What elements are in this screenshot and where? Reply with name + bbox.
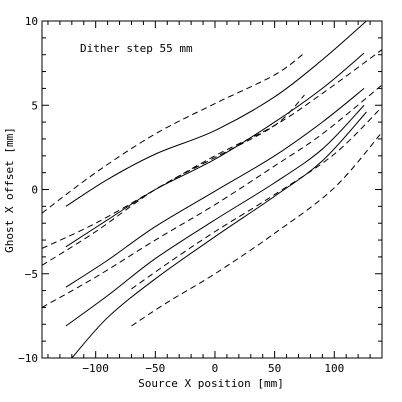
solid-series-line-1 — [65, 104, 365, 327]
dashed-series-line-6 — [42, 84, 382, 308]
y-tick-label: −10 — [18, 352, 38, 365]
dashed-series-line-8 — [42, 94, 305, 266]
dashed-series-line-10 — [131, 131, 382, 327]
y-tick-label: 10 — [25, 15, 38, 28]
solid-series-line-4 — [65, 21, 367, 207]
x-axis-label: Source X position [mm] — [138, 377, 284, 390]
y-tick-label: −5 — [25, 268, 38, 281]
annotation-dither-step: Dither step 55 mm — [80, 42, 193, 55]
y-axis-label: Ghost X offset [mm] — [3, 127, 16, 253]
x-tick-label: 100 — [324, 362, 344, 375]
plot-frame — [41, 20, 383, 359]
dashed-series-line-5 — [42, 49, 382, 249]
y-tick-label: 0 — [31, 184, 38, 197]
dashed-series-line-9 — [131, 106, 382, 290]
y-tick-label: 5 — [31, 99, 38, 112]
solid-series-line-2 — [65, 52, 365, 248]
x-tick-label: 0 — [212, 362, 219, 375]
x-tick-label: −50 — [145, 362, 165, 375]
solid-series-line-0 — [65, 88, 365, 288]
solid-series-line-3 — [71, 111, 367, 358]
series-layer — [42, 21, 382, 358]
x-tick-label: −100 — [82, 362, 109, 375]
dashed-series-line-7 — [42, 52, 305, 214]
series-group — [42, 21, 382, 358]
plot-area — [41, 20, 383, 359]
x-tick-label: 50 — [268, 362, 281, 375]
